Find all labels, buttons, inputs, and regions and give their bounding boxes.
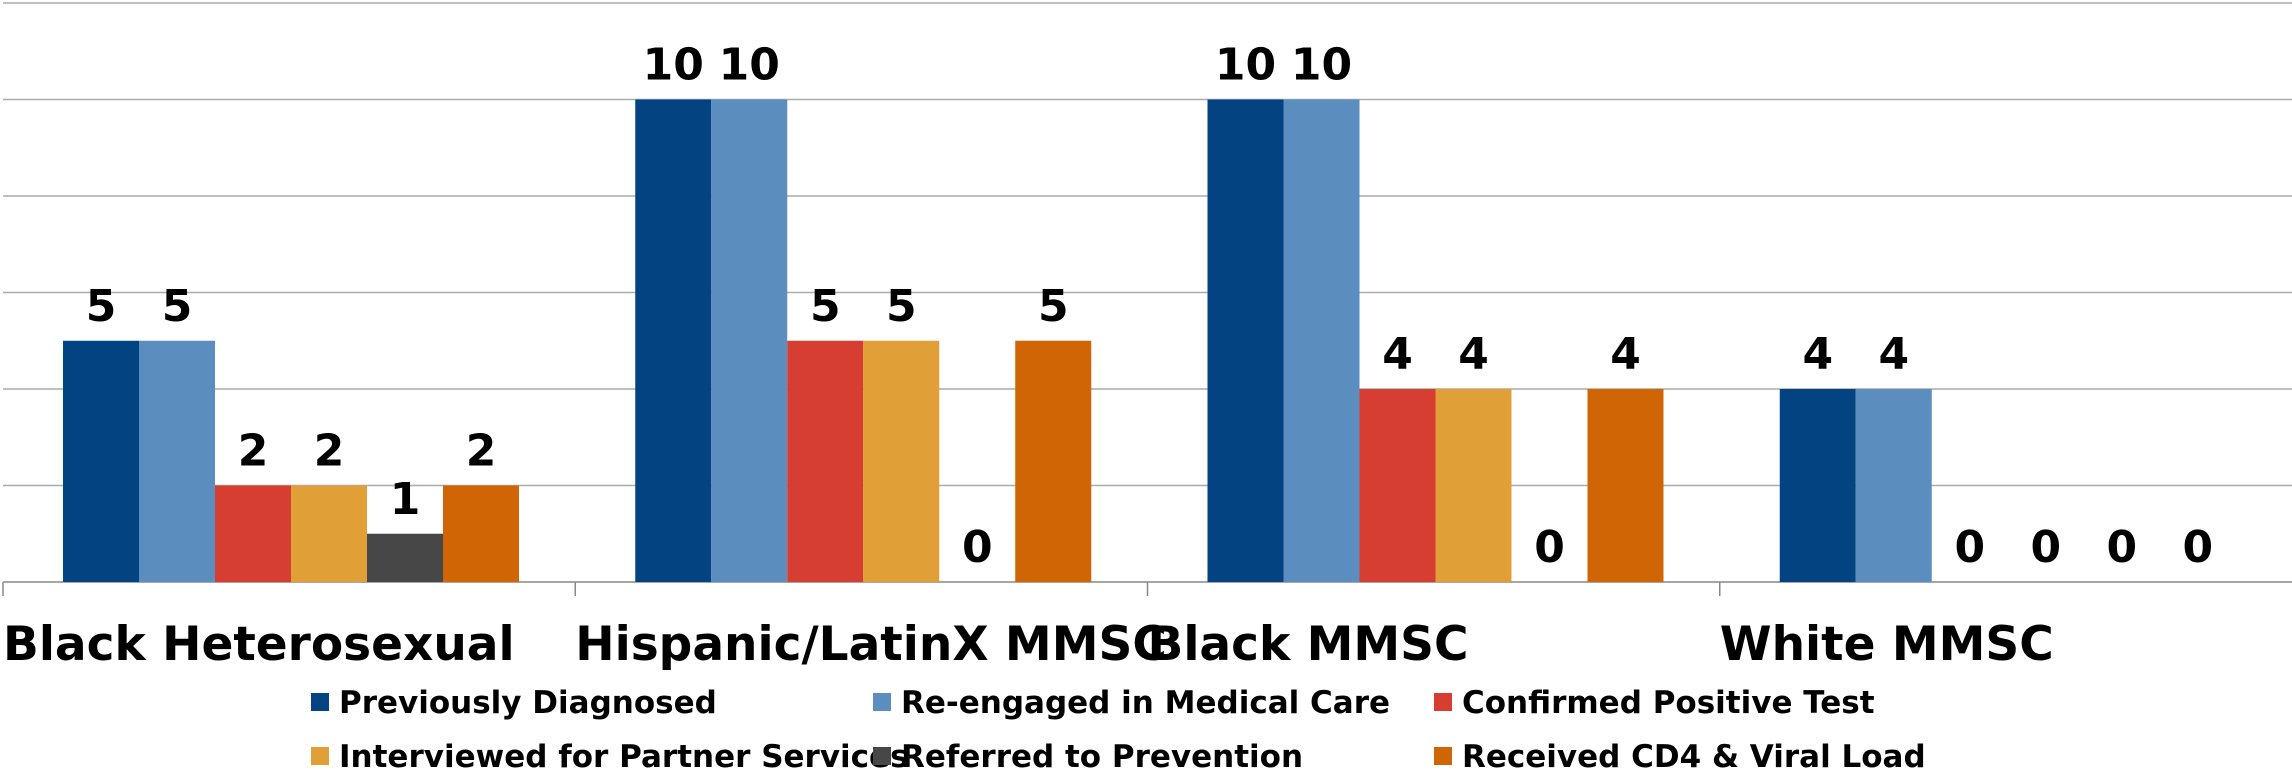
value-label: 5 [86,281,117,332]
bar [367,533,443,582]
bar [1779,389,1856,582]
bar [1207,99,1284,582]
x-tick-label: Black MMSC [1148,617,1469,672]
bar [1435,389,1512,582]
legend-label: Re-engaged in Medical Care [901,685,1390,721]
value-label: 10 [719,40,780,91]
value-label: 4 [1458,329,1489,380]
x-tick-label: White MMSC [1720,617,2054,672]
x-tick-label: Hispanic/LatinX MMSC [575,617,1167,672]
value-label: 4 [1802,329,1833,380]
bar [443,485,519,582]
bar [787,340,864,582]
bar [215,485,291,582]
value-label: 2 [466,426,497,477]
bar [139,340,215,582]
value-label: 5 [810,281,841,332]
legend-swatch [1434,747,1452,765]
bar [1359,389,1436,582]
legend-label: Confirmed Positive Test [1462,685,1875,721]
value-label: 10 [1291,40,1352,91]
bar [1587,389,1664,582]
value-label: 0 [1534,522,1565,573]
value-label: 5 [1038,281,1069,332]
value-label: 4 [1382,329,1413,380]
legend-label: Referred to Prevention [901,739,1303,770]
bar [1283,99,1360,582]
value-label: 10 [643,40,704,91]
legend-swatch [873,747,891,765]
legend-label: Previously Diagnosed [339,685,717,721]
value-label: 4 [1610,329,1641,380]
x-tick-label: Black Heterosexual [3,617,515,672]
legend-swatch [311,747,329,765]
value-label: 5 [162,281,193,332]
bar [1855,389,1932,582]
bar [711,99,788,582]
value-label: 2 [314,426,345,477]
value-label: 0 [2030,522,2061,573]
value-label: 2 [238,426,269,477]
bar [635,99,712,582]
value-label: 0 [2106,522,2137,573]
bar [863,340,940,582]
legend-label: Received CD4 & Viral Load [1462,739,1926,770]
value-label: 0 [962,522,993,573]
value-label: 10 [1215,40,1276,91]
bar [291,485,367,582]
legend-swatch [311,693,329,711]
value-label: 0 [1954,522,1985,573]
legend-label: Interviewed for Partner Services [339,739,909,770]
legend-swatch [1434,693,1452,711]
legend-swatch [873,693,891,711]
bar [1015,340,1092,582]
bar [63,340,139,582]
value-label: 1 [390,474,421,525]
value-label: 4 [1878,329,1909,380]
value-label: 0 [2182,522,2213,573]
value-label: 5 [886,281,917,332]
